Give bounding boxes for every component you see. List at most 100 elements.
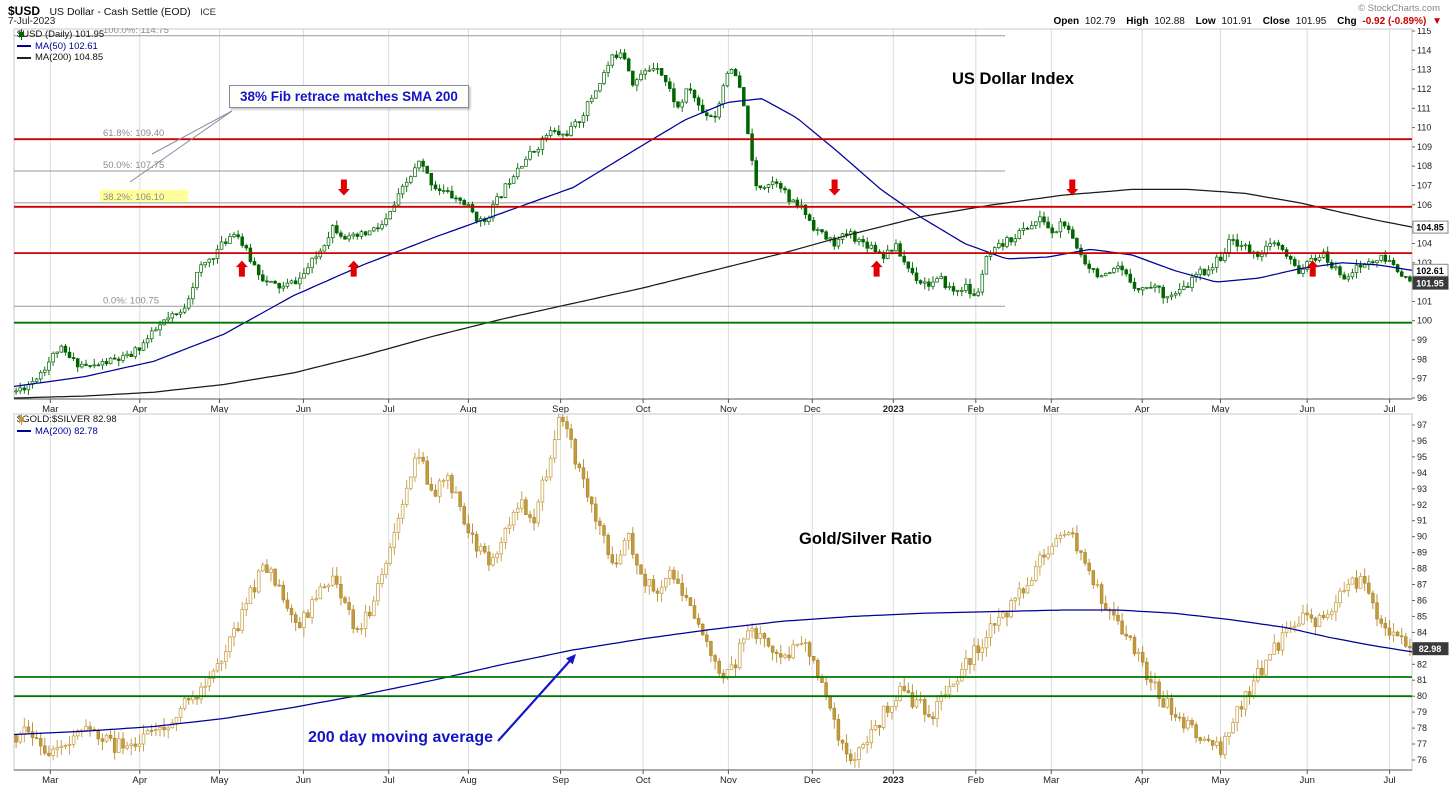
plot-frame [13, 28, 1413, 400]
svg-text:Sep: Sep [552, 775, 569, 786]
red-up-arrow [235, 260, 248, 277]
callout-connector-line [129, 110, 233, 183]
svg-text:104.85: 104.85 [1416, 223, 1444, 233]
plot-frame [13, 413, 1413, 771]
svg-text:102.61: 102.61 [1416, 266, 1444, 276]
svg-text:50.0%: 107.75: 50.0%: 107.75 [103, 160, 164, 171]
svg-text:Jul: Jul [383, 404, 395, 413]
svg-text:Jul: Jul [383, 775, 395, 786]
svg-text:108: 108 [1417, 161, 1432, 171]
svg-text:110: 110 [1417, 123, 1431, 133]
red-up-arrow [347, 260, 360, 277]
svg-text:Mar: Mar [42, 404, 58, 413]
ratio-chart-title: Gold/Silver Ratio [799, 530, 932, 548]
svg-text:96: 96 [1417, 436, 1427, 446]
candlestick-swatch-icon [19, 29, 24, 41]
usd-chart[interactable]: 100.0%: 114.75 61.8%: 109.40 50.0%: 107.75… [0, 28, 1450, 413]
usd-chart-title: US Dollar Index [952, 70, 1074, 88]
x-axis: Mar Apr May Jun Jul Aug Sep Oct Nov Dec 2023 Feb Mar… [14, 769, 1412, 786]
x-axis: Mar Apr May Jun Jul Aug Sep Oct Nov Dec 2023 Feb Mar… [14, 398, 1412, 413]
usd-legend: $USD (Daily) 101.95 MA(50) 102.61 MA(200… [17, 29, 104, 64]
svg-text:79: 79 [1417, 707, 1427, 717]
down-triangle-icon: ▼ [1432, 16, 1442, 27]
svg-text:97: 97 [1417, 420, 1427, 430]
svg-text:Feb: Feb [968, 775, 984, 786]
copyright-label: © StockCharts.com [1358, 3, 1440, 14]
svg-text:95: 95 [1417, 452, 1427, 462]
svg-text:91: 91 [1417, 516, 1427, 526]
svg-text:113: 113 [1417, 65, 1431, 75]
red-down-arrow [1066, 179, 1079, 196]
svg-text:85: 85 [1417, 611, 1427, 621]
ma50-swatch-icon [17, 45, 31, 48]
svg-text:114: 114 [1417, 45, 1431, 55]
usd-ma50-label: MA(50) 102.61 [35, 40, 98, 52]
svg-text:Apr: Apr [1135, 404, 1150, 413]
red-down-arrow [337, 179, 350, 196]
svg-text:Apr: Apr [1135, 775, 1150, 786]
svg-text:90: 90 [1417, 532, 1427, 542]
svg-text:May: May [211, 404, 229, 413]
fibonacci-retracements: 100.0%: 114.75 61.8%: 109.40 50.0%: 107.75… [14, 28, 1005, 307]
svg-text:77: 77 [1417, 739, 1427, 749]
svg-text:Jul: Jul [1384, 404, 1396, 413]
svg-text:106: 106 [1417, 200, 1432, 210]
candlesticks [14, 413, 1412, 768]
moving-average-lines [13, 609, 1413, 736]
svg-text:0.0%: 100.75: 0.0%: 100.75 [103, 295, 159, 306]
moving-average-lines [13, 98, 1413, 399]
svg-text:Oct: Oct [636, 775, 651, 786]
price-tag [1412, 276, 1449, 290]
open-value: 102.79 [1084, 16, 1116, 27]
price-tag [1412, 263, 1449, 277]
ticker-symbol: $USD [8, 4, 41, 18]
low-label: Low [1195, 16, 1216, 27]
usd-ma200-label: MA(200) 104.85 [35, 52, 104, 63]
svg-text:76: 76 [1417, 755, 1427, 765]
svg-text:Sep: Sep [552, 404, 569, 413]
svg-text:May: May [1212, 775, 1230, 786]
svg-text:Apr: Apr [132, 404, 147, 413]
svg-text:Mar: Mar [1043, 404, 1059, 413]
svg-text:92: 92 [1417, 500, 1427, 510]
gold-silver-ratio-chart[interactable]: 7677787980818283848586878889909192939495… [0, 412, 1450, 800]
red-up-arrow [1306, 260, 1319, 277]
svg-text:112: 112 [1417, 84, 1431, 94]
red-down-arrow [828, 179, 841, 196]
svg-text:Nov: Nov [720, 775, 737, 786]
svg-text:38.2%: 106.10: 38.2%: 106.10 [103, 192, 164, 203]
red-up-arrow [870, 260, 883, 277]
chg-value: -0.92 (-0.89%) [1362, 16, 1427, 27]
svg-text:82.98: 82.98 [1419, 644, 1442, 654]
close-label: Close [1262, 16, 1290, 27]
svg-text:Apr: Apr [132, 775, 147, 786]
svg-text:89: 89 [1417, 548, 1427, 558]
svg-text:80: 80 [1417, 691, 1427, 701]
ratio-series-label: $GOLD:$SILVER 82.98 [17, 414, 117, 425]
svg-text:Mar: Mar [1043, 775, 1059, 786]
low-value: 101.91 [1221, 16, 1252, 27]
svg-text:100: 100 [1417, 316, 1432, 326]
svg-text:109: 109 [1417, 142, 1432, 152]
high-label: High [1126, 16, 1149, 27]
svg-text:98: 98 [1417, 354, 1427, 364]
svg-text:97: 97 [1417, 374, 1427, 384]
exchange-label: ICE [200, 7, 216, 18]
svg-text:Nov: Nov [720, 404, 737, 413]
ratio-ma200-label: MA(200) 82.78 [35, 425, 98, 437]
svg-text:87: 87 [1417, 580, 1427, 590]
chg-label: Chg [1337, 16, 1357, 27]
svg-text:100.0%: 114.75: 100.0%: 114.75 [103, 28, 169, 36]
y-axis: 7677787980818283848586878889909192939495… [1412, 420, 1427, 765]
open-label: Open [1053, 16, 1080, 27]
svg-text:81: 81 [1417, 675, 1427, 685]
svg-text:61.8%: 109.40: 61.8%: 109.40 [103, 128, 164, 139]
svg-text:111: 111 [1417, 103, 1431, 113]
svg-text:86: 86 [1417, 596, 1427, 606]
svg-text:88: 88 [1417, 564, 1427, 574]
svg-text:115: 115 [1417, 28, 1431, 36]
svg-text:2023: 2023 [883, 404, 904, 413]
svg-text:84: 84 [1417, 627, 1427, 637]
svg-text:Feb: Feb [968, 404, 984, 413]
